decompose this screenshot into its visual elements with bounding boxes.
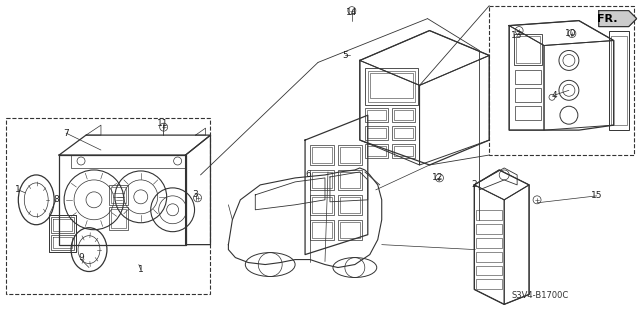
Bar [338,195,362,215]
Bar [515,106,541,120]
Bar [367,128,386,138]
Text: 6: 6 [305,171,311,180]
Bar [310,170,334,190]
Bar [338,170,362,190]
Bar [340,172,360,188]
Bar [489,6,634,155]
Bar [310,195,334,215]
Bar [515,70,541,84]
Bar [111,209,126,228]
Bar [340,197,360,213]
Bar [340,147,360,163]
Bar [338,145,362,165]
Text: 15: 15 [591,191,602,200]
Bar [111,187,126,203]
Bar [392,108,415,122]
Bar [365,126,388,140]
Bar [6,118,211,294]
Bar [310,145,334,165]
Bar [340,222,360,238]
Text: 9: 9 [78,253,84,262]
Text: 4: 4 [551,91,557,100]
Bar [51,235,74,250]
Bar [338,220,362,240]
Bar [367,110,386,120]
Bar [312,147,332,163]
Bar [514,34,542,65]
Bar [394,146,413,156]
Bar [392,126,415,140]
Bar [516,36,540,63]
Bar [365,68,417,105]
Bar [365,144,388,158]
Text: 2: 2 [472,180,477,189]
Text: 7: 7 [63,129,69,138]
Bar [394,110,413,120]
Bar [515,88,541,102]
Bar [109,207,128,230]
Bar [312,197,332,213]
Text: 14: 14 [346,8,358,17]
Text: 1: 1 [15,185,21,194]
Polygon shape [599,11,637,27]
Bar [312,172,332,188]
Text: 12: 12 [432,173,443,182]
Bar [365,108,388,122]
Text: 3: 3 [193,190,198,199]
Text: 5: 5 [342,51,348,60]
Bar [609,31,628,130]
Bar [476,252,502,261]
Bar [394,128,413,138]
Bar [312,222,332,238]
Bar [476,266,502,276]
Text: S3V4-B1700C: S3V4-B1700C [511,291,569,300]
Bar [109,185,128,205]
Bar [476,210,502,220]
Bar [392,144,415,158]
Bar [370,73,413,98]
Bar [367,146,386,156]
Text: 8: 8 [53,195,59,204]
Text: 1: 1 [138,265,143,274]
Text: 13: 13 [511,31,523,40]
Bar [476,224,502,234]
Text: FR.: FR. [598,14,618,24]
Bar [476,279,502,289]
Bar [310,220,334,240]
Bar [611,36,627,125]
Bar [51,217,74,233]
Bar [71,155,186,168]
Text: 10: 10 [565,29,577,38]
Bar [476,238,502,248]
Bar [368,71,415,102]
Text: 11: 11 [157,119,168,128]
